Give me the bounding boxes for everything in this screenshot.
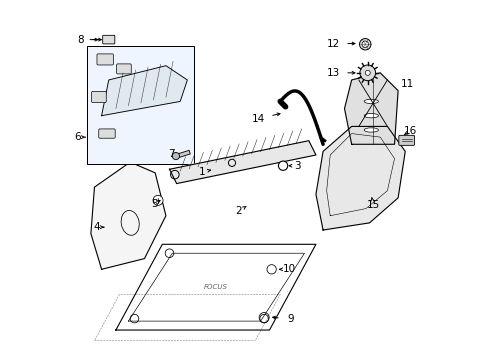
Circle shape: [359, 65, 375, 81]
FancyBboxPatch shape: [91, 91, 106, 103]
FancyBboxPatch shape: [398, 135, 414, 145]
Polygon shape: [102, 66, 187, 116]
Circle shape: [361, 41, 367, 48]
Text: 10: 10: [282, 264, 295, 274]
Ellipse shape: [364, 113, 378, 118]
Ellipse shape: [364, 99, 378, 104]
Text: 13: 13: [326, 68, 340, 78]
FancyBboxPatch shape: [99, 129, 115, 138]
FancyBboxPatch shape: [116, 64, 131, 74]
Text: 11: 11: [400, 78, 413, 89]
Text: 3: 3: [293, 161, 300, 171]
Text: 4: 4: [93, 222, 100, 232]
Text: 14: 14: [252, 113, 265, 123]
Text: 12: 12: [326, 39, 340, 49]
FancyBboxPatch shape: [102, 35, 115, 44]
Text: 9: 9: [287, 314, 294, 324]
Ellipse shape: [364, 128, 378, 132]
Text: FOCUS: FOCUS: [203, 284, 227, 290]
Text: 6: 6: [74, 132, 81, 142]
Text: 1: 1: [198, 167, 204, 177]
Text: 7: 7: [167, 149, 174, 159]
Text: 8: 8: [77, 35, 83, 45]
Text: 5: 5: [150, 199, 157, 209]
FancyBboxPatch shape: [97, 54, 113, 65]
Polygon shape: [176, 150, 190, 158]
Circle shape: [359, 39, 370, 50]
Circle shape: [278, 161, 287, 170]
Circle shape: [172, 153, 179, 159]
Bar: [87, 46, 194, 164]
Text: 16: 16: [403, 126, 416, 136]
Polygon shape: [169, 141, 315, 184]
Polygon shape: [344, 73, 397, 144]
Polygon shape: [315, 126, 405, 230]
Text: 15: 15: [366, 200, 379, 210]
Circle shape: [365, 70, 369, 75]
Circle shape: [153, 195, 163, 205]
Polygon shape: [91, 162, 165, 269]
Text: 2: 2: [235, 206, 242, 216]
